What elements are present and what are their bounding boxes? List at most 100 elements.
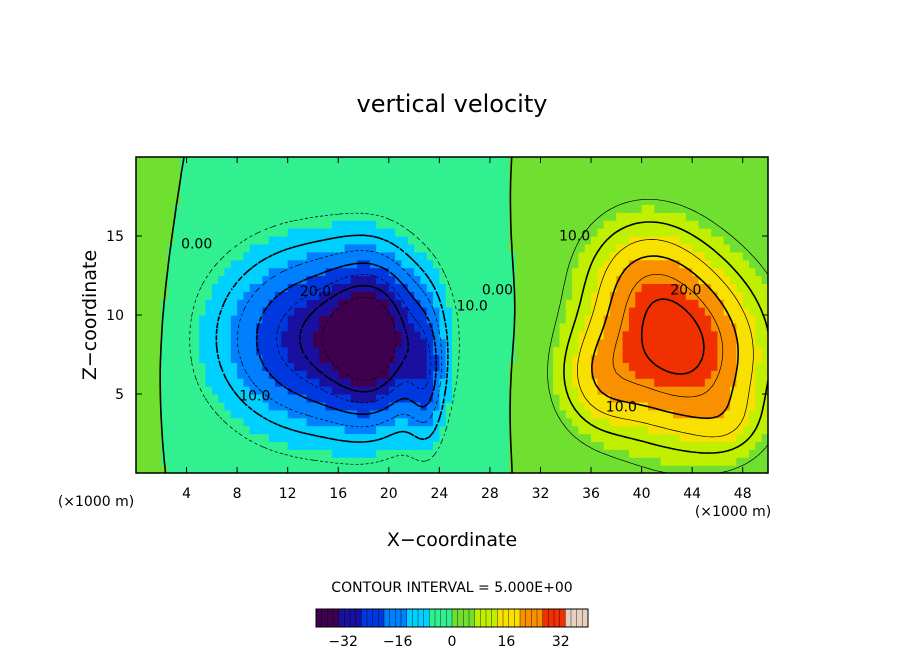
field-cell — [350, 157, 358, 166]
field-cell — [546, 196, 554, 205]
field-cell — [673, 401, 681, 411]
field-cell — [730, 425, 737, 435]
field-cell — [395, 236, 403, 245]
field-cell — [382, 172, 390, 182]
field-cell — [679, 346, 687, 356]
field-cell — [470, 378, 478, 387]
field-cell — [711, 457, 719, 466]
field-cell — [578, 157, 586, 166]
field-cell — [692, 378, 700, 387]
field-cell — [477, 204, 485, 213]
field-cell — [502, 212, 510, 221]
field-cell — [426, 315, 434, 324]
field-cell — [369, 243, 377, 253]
contour-line — [159, 156, 516, 474]
field-cell — [559, 457, 567, 466]
field-cell — [338, 346, 346, 356]
field-cell — [395, 291, 403, 300]
field-cell — [597, 338, 605, 348]
field-cell — [180, 362, 188, 371]
field-cell — [148, 417, 156, 427]
field-cell — [433, 220, 440, 229]
field-cell — [249, 322, 257, 332]
field-cell — [685, 243, 693, 253]
field-cell — [483, 401, 491, 411]
field-cell — [673, 267, 681, 277]
field-cell — [338, 299, 346, 308]
field-cell — [249, 315, 257, 324]
field-cell — [369, 299, 377, 308]
field-cell — [565, 362, 573, 371]
field-cell — [136, 275, 143, 284]
field-cell — [357, 354, 365, 363]
colorbar-swatch — [571, 609, 577, 627]
field-cell — [186, 433, 194, 442]
field-cell — [553, 346, 561, 356]
field-cell — [382, 251, 390, 261]
field-cell — [521, 299, 529, 308]
field-cell — [426, 188, 434, 198]
field-cell — [287, 409, 295, 419]
field-cell — [622, 441, 630, 450]
field-cell — [433, 378, 440, 387]
field-cell — [395, 157, 403, 166]
field-cell — [199, 275, 207, 284]
field-cell — [666, 275, 674, 284]
field-cell — [199, 465, 207, 474]
field-cell — [679, 196, 687, 205]
field-cell — [534, 157, 542, 166]
field-cell — [698, 378, 706, 387]
field-cell — [268, 164, 276, 174]
field-cell — [350, 330, 358, 340]
field-cell — [439, 346, 447, 356]
field-cell — [376, 275, 384, 284]
field-cell — [344, 251, 352, 261]
field-cell — [610, 299, 617, 308]
field-cell — [647, 386, 655, 395]
field-cell — [148, 465, 156, 474]
field-cell — [192, 164, 200, 174]
field-cell — [161, 449, 169, 458]
field-cell — [723, 322, 731, 332]
field-cell — [660, 370, 668, 379]
field-cell — [584, 449, 592, 458]
field-cell — [186, 449, 194, 458]
field-cell — [142, 315, 150, 324]
field-cell — [742, 449, 750, 458]
field-cell — [553, 236, 561, 245]
field-cell — [401, 330, 409, 340]
field-cell — [306, 362, 314, 371]
field-cell — [363, 378, 371, 387]
field-cell — [616, 180, 624, 190]
field-cell — [515, 425, 523, 435]
field-cell — [249, 275, 257, 284]
field-cell — [496, 236, 504, 245]
field-cell — [565, 338, 573, 348]
field-cell — [464, 457, 472, 466]
field-cell — [477, 172, 485, 182]
field-cell — [452, 425, 459, 435]
field-cell — [515, 204, 523, 213]
field-cell — [470, 425, 478, 435]
field-cell — [376, 401, 384, 411]
field-cell — [616, 394, 624, 403]
field-cell — [363, 291, 371, 300]
field-cell — [723, 465, 731, 474]
field-cell — [186, 330, 194, 340]
field-cell — [445, 362, 453, 371]
field-cell — [591, 441, 598, 450]
field-cell — [527, 204, 535, 213]
field-cell — [218, 394, 226, 403]
field-cell — [192, 457, 200, 466]
field-cell — [300, 172, 308, 182]
field-cell — [312, 370, 320, 379]
field-cell — [186, 164, 194, 174]
field-cell — [306, 401, 314, 411]
field-cell — [401, 370, 409, 379]
field-cell — [489, 378, 497, 387]
field-cell — [698, 212, 706, 221]
field-cell — [338, 417, 346, 427]
field-cell — [262, 386, 270, 395]
field-cell — [591, 157, 598, 166]
field-cell — [186, 394, 194, 403]
